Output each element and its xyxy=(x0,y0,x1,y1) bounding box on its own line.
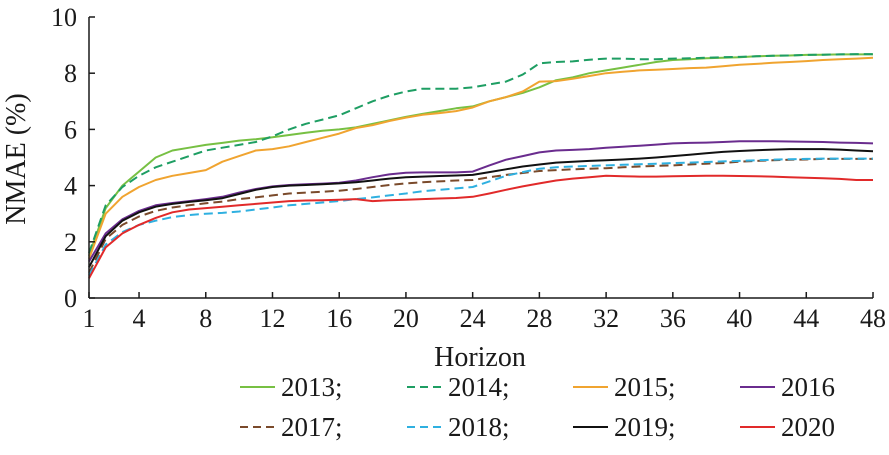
legend-label-2019: 2019; xyxy=(614,412,676,442)
x-tick-label: 4 xyxy=(133,304,146,333)
x-axis-title: Horizon xyxy=(434,342,526,373)
x-tick-label: 8 xyxy=(199,304,212,333)
x-tick-label: 48 xyxy=(860,304,886,333)
y-tick-label: 8 xyxy=(64,59,77,88)
x-tick-label: 44 xyxy=(793,304,819,333)
x-axis-ticks: 1 4 8 12 16 20 24 28 32 36 40 44 48 xyxy=(83,292,886,333)
x-tick-label: 36 xyxy=(660,304,686,333)
y-tick-label: 10 xyxy=(51,3,77,32)
x-tick-label: 28 xyxy=(526,304,552,333)
series-line-2018 xyxy=(88,157,873,276)
y-tick-label: 4 xyxy=(64,172,77,201)
x-tick-label: 32 xyxy=(593,304,619,333)
x-tick-label: 12 xyxy=(259,304,285,333)
y-tick-label: 2 xyxy=(64,228,77,257)
x-tick-label: 1 xyxy=(83,304,96,333)
series-line-2020 xyxy=(88,174,873,279)
x-tick-label: 40 xyxy=(727,304,753,333)
y-axis-title: NMAE (%) xyxy=(1,93,32,224)
legend-label-2014: 2014; xyxy=(448,372,510,402)
legend: 2013; 2014; 2015; 2016 2017; 2018; 2019; 2020 xyxy=(240,372,835,442)
series-line-2014 xyxy=(88,53,873,254)
series-line-2013 xyxy=(88,53,873,257)
x-tick-label: 16 xyxy=(326,304,352,333)
legend-label-2020: 2020 xyxy=(781,412,835,442)
y-tick-label: 0 xyxy=(64,284,77,313)
legend-label-2015: 2015; xyxy=(614,372,676,402)
x-tick-label: 20 xyxy=(393,304,419,333)
legend-label-2016: 2016 xyxy=(781,372,835,402)
plot-series-group xyxy=(88,53,874,279)
y-axis-ticks: 0 2 4 6 8 10 xyxy=(51,3,95,313)
legend-label-2017: 2017; xyxy=(281,412,343,442)
x-tick-label: 24 xyxy=(460,304,486,333)
legend-label-2013: 2013; xyxy=(281,372,343,402)
y-tick-label: 6 xyxy=(64,115,77,144)
series-line-2017 xyxy=(88,157,873,274)
series-line-2016 xyxy=(88,140,874,263)
series-line-2019 xyxy=(88,148,874,268)
legend-label-2018: 2018; xyxy=(448,412,510,442)
series-line-2015 xyxy=(88,56,874,260)
